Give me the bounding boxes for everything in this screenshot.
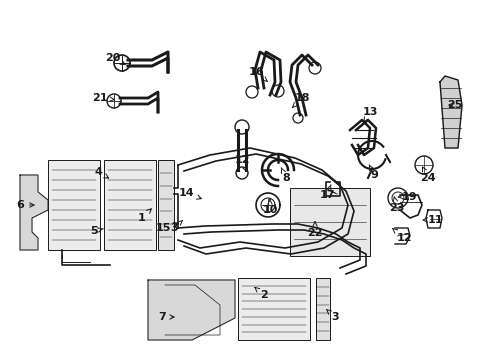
- Bar: [104, 160, 156, 250]
- Text: 22: 22: [307, 222, 323, 238]
- Text: 7: 7: [158, 312, 174, 322]
- Text: 23: 23: [390, 197, 405, 213]
- Text: 4: 4: [94, 167, 109, 178]
- Text: 13: 13: [362, 107, 378, 122]
- Bar: [290, 188, 370, 256]
- Text: 20: 20: [105, 53, 126, 65]
- Text: 12: 12: [234, 155, 250, 171]
- Text: 5: 5: [90, 226, 103, 236]
- Bar: [158, 160, 174, 250]
- Text: 11: 11: [423, 215, 443, 225]
- Text: 9: 9: [369, 165, 378, 180]
- Polygon shape: [148, 280, 235, 340]
- Polygon shape: [20, 175, 48, 250]
- Text: 3: 3: [170, 220, 183, 233]
- Polygon shape: [440, 76, 462, 148]
- Text: 1: 1: [138, 209, 151, 223]
- Text: 19: 19: [398, 192, 417, 202]
- Bar: [316, 278, 330, 340]
- Text: 10: 10: [262, 199, 278, 215]
- Text: 24: 24: [420, 167, 436, 183]
- Text: 8: 8: [281, 168, 290, 183]
- Text: 12: 12: [392, 228, 412, 243]
- Text: 2: 2: [255, 287, 268, 300]
- Text: 17: 17: [319, 185, 335, 200]
- Bar: [238, 278, 310, 340]
- Text: 18: 18: [292, 93, 310, 108]
- Text: 15: 15: [155, 222, 178, 233]
- Text: 21: 21: [92, 93, 114, 103]
- Text: 14: 14: [178, 188, 201, 199]
- Text: 25: 25: [447, 100, 463, 110]
- Text: 16: 16: [248, 67, 268, 82]
- Text: 3: 3: [326, 309, 339, 322]
- Text: 6: 6: [16, 200, 34, 210]
- Bar: [48, 160, 100, 250]
